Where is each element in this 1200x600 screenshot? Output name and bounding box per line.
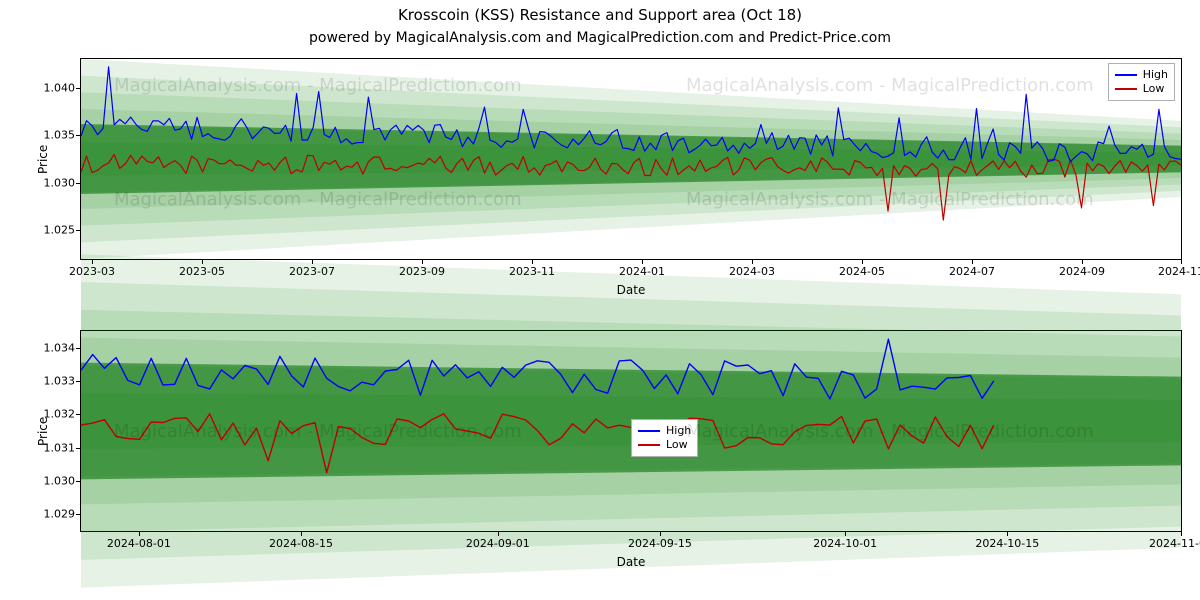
legend-label-low: Low bbox=[666, 438, 688, 452]
top-legend: High Low bbox=[1108, 63, 1175, 101]
legend-swatch-high bbox=[638, 430, 660, 432]
legend-label-low: Low bbox=[1143, 82, 1165, 96]
legend-label-high: High bbox=[666, 424, 691, 438]
legend-row-high: High bbox=[638, 424, 691, 438]
top-y-axis-label: Price bbox=[36, 145, 50, 174]
legend-row-high: High bbox=[1115, 68, 1168, 82]
legend-swatch-low bbox=[638, 444, 660, 446]
bottom-x-axis-label: Date bbox=[617, 555, 646, 569]
x-tick-label: 2024-11 bbox=[1158, 259, 1200, 278]
chart-subtitle: powered by MagicalAnalysis.com and Magic… bbox=[0, 30, 1200, 46]
legend-row-low: Low bbox=[1115, 82, 1168, 96]
legend-swatch-low bbox=[1115, 88, 1137, 90]
legend-swatch-high bbox=[1115, 74, 1137, 76]
bottom-chart-panel: Price Date High Low MagicalAnalysis.com … bbox=[80, 330, 1182, 532]
chart-title: Krosscoin (KSS) Resistance and Support a… bbox=[0, 6, 1200, 24]
legend-row-low: Low bbox=[638, 438, 691, 452]
top-chart-panel: Price Date High Low MagicalAnalysis.com … bbox=[80, 58, 1182, 260]
x-tick-label: 2024-11-01 bbox=[1149, 531, 1200, 550]
legend-label-high: High bbox=[1143, 68, 1168, 82]
figure: Krosscoin (KSS) Resistance and Support a… bbox=[0, 0, 1200, 600]
bottom-legend: High Low bbox=[631, 419, 698, 457]
top-chart-svg bbox=[81, 59, 1181, 259]
